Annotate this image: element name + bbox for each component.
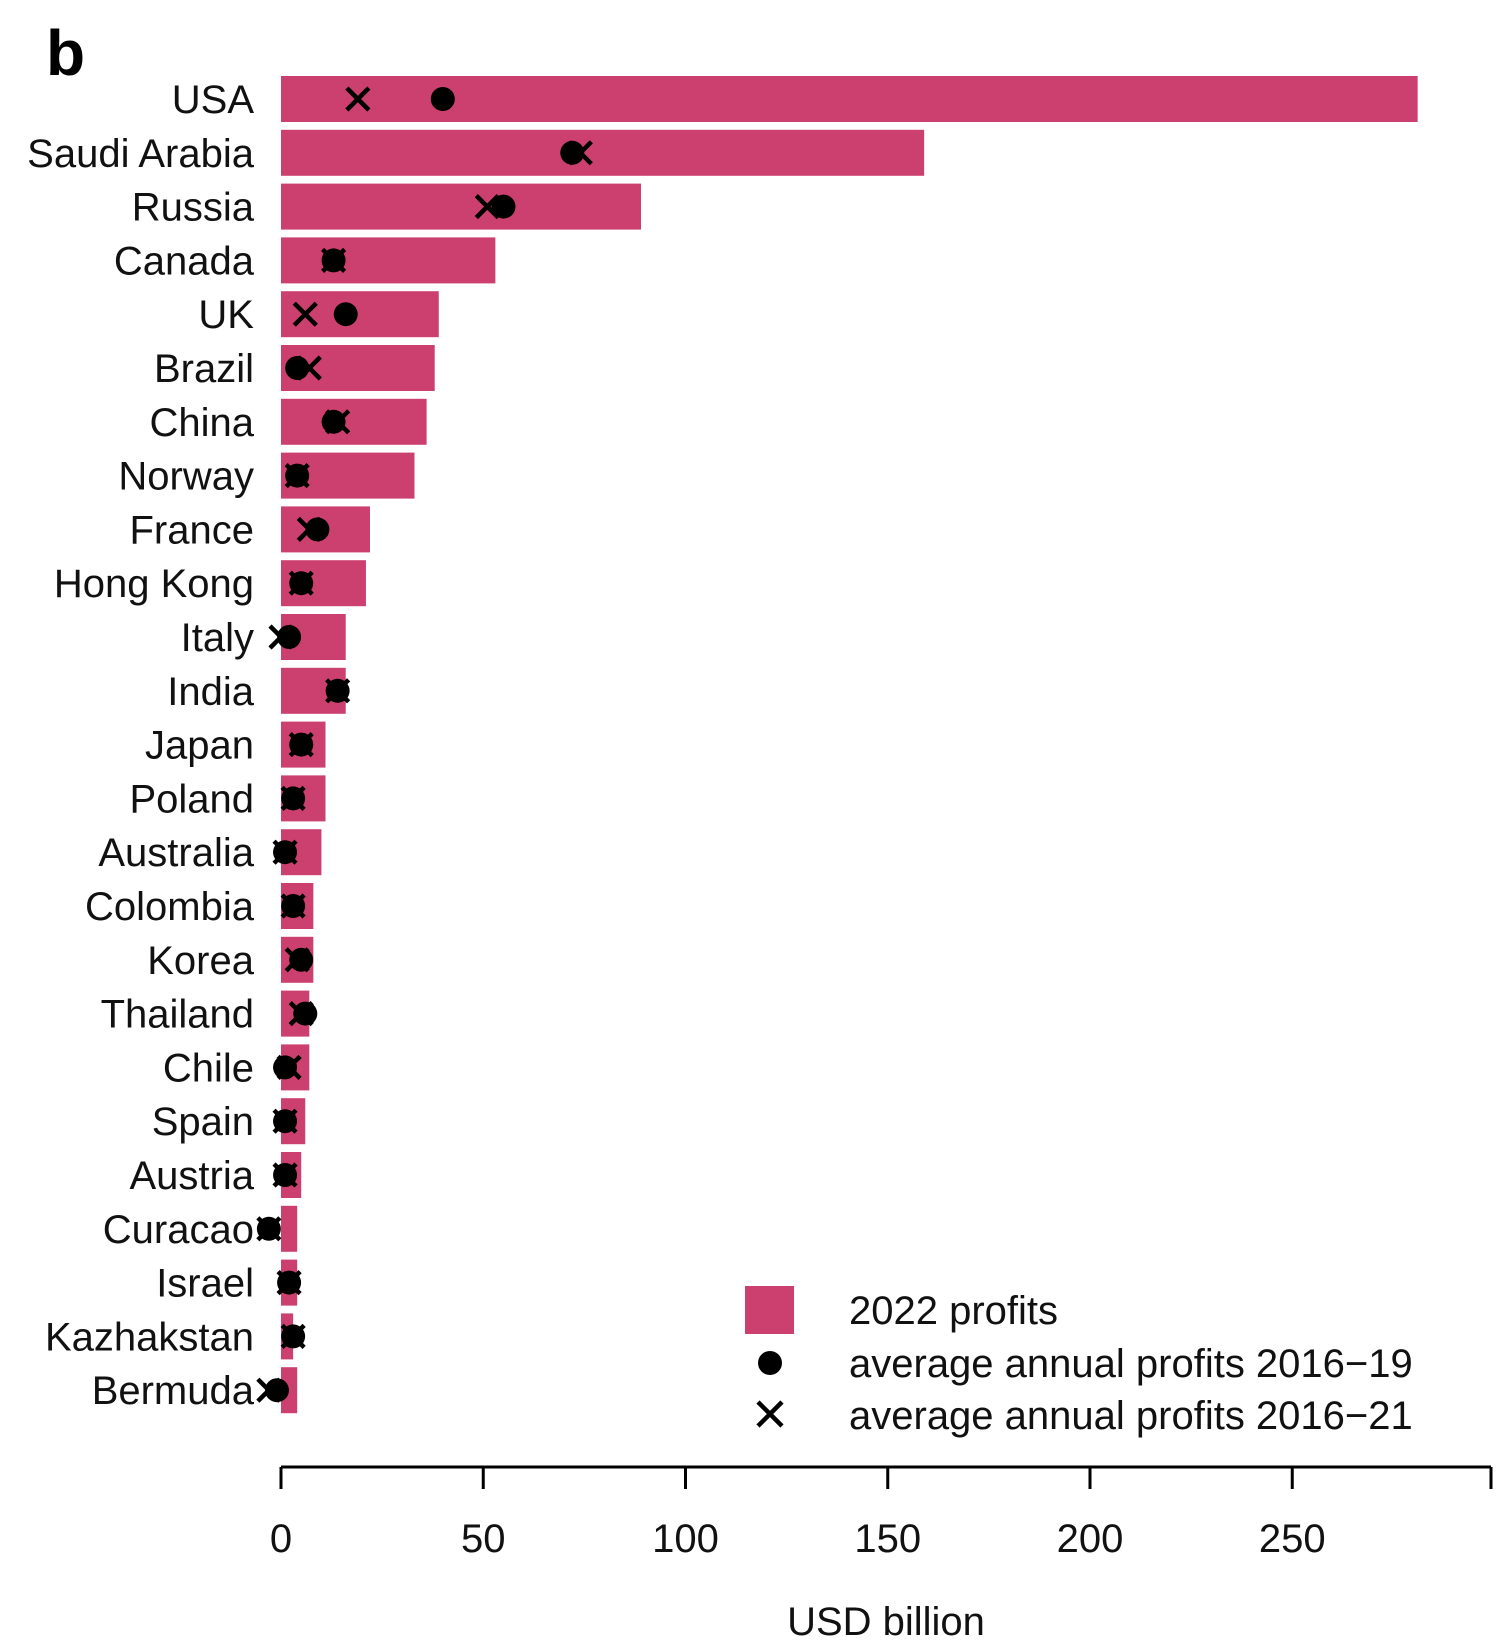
legend-cross-symbol <box>756 1400 784 1428</box>
cross-uk-stroke-b <box>292 301 318 327</box>
x-axis-title: USD billion <box>787 1600 985 1644</box>
category-label-india: India <box>167 670 254 714</box>
dot-thailand <box>293 1001 318 1026</box>
category-label-israel: Israel <box>156 1262 254 1306</box>
legend-bar-swatch <box>745 1286 794 1334</box>
category-label-brazil: Brazil <box>154 347 254 391</box>
bar-bermuda <box>281 1367 298 1414</box>
cross-usa-stroke-b <box>345 86 371 112</box>
dot-uk <box>333 302 358 327</box>
dot-russia <box>491 194 516 219</box>
bar-saudi-arabia <box>281 129 925 176</box>
legend-cross-mark-stroke-b <box>756 1400 784 1428</box>
category-label-austria: Austria <box>130 1154 255 1198</box>
dot-saudi-arabia <box>560 140 585 165</box>
dot-poland <box>281 786 306 811</box>
dot-chile <box>273 1055 298 1080</box>
dot-korea <box>289 947 314 972</box>
dot-spain <box>273 1109 298 1134</box>
x-axis: 0 50 100 150 200 250 <box>270 1465 1493 1561</box>
cross-uk <box>292 301 318 327</box>
legend-dot-symbol <box>758 1351 782 1375</box>
dot-canada <box>321 248 346 273</box>
x-tick-label-100: 100 <box>652 1517 719 1561</box>
x-tick-label-200: 200 <box>1057 1517 1124 1561</box>
dot-usa <box>430 87 455 111</box>
category-label-colombia: Colombia <box>85 885 255 929</box>
dot-france <box>305 517 330 542</box>
category-label-hong-kong: Hong Kong <box>54 562 254 606</box>
dot-kazhakstan <box>281 1324 306 1349</box>
category-label-france: France <box>130 508 255 552</box>
category-label-russia: Russia <box>132 186 255 230</box>
dot-brazil <box>285 356 310 380</box>
category-label-canada: Canada <box>114 239 255 283</box>
dot-austria <box>273 1163 298 1187</box>
bar-usa <box>281 76 1418 122</box>
dot-norway <box>285 463 310 488</box>
dot-curacao <box>256 1216 281 1241</box>
category-label-italy: Italy <box>181 616 254 660</box>
bar-canada <box>281 237 496 284</box>
legend-label-2016-21: average annual profits 2016−21 <box>849 1394 1413 1438</box>
category-label-australia: Australia <box>98 831 254 875</box>
category-label-kazhakstan: Kazhakstan <box>45 1315 254 1359</box>
legend-label-2022: 2022 profits <box>849 1289 1058 1333</box>
bar-curacao <box>281 1205 298 1252</box>
bar-russia <box>281 183 642 230</box>
dot-australia <box>273 840 298 865</box>
cross-usa <box>345 86 371 112</box>
dot-china <box>321 409 346 434</box>
markers-layer <box>256 86 593 1403</box>
category-label-spain: Spain <box>152 1100 254 1144</box>
bar-china <box>281 398 427 445</box>
legend-label-2016-19: average annual profits 2016−19 <box>849 1342 1413 1386</box>
panel-letter: b <box>46 17 85 89</box>
category-labels: USA Saudi Arabia Russia Canada UK Brazil China… <box>27 78 255 1413</box>
dot-japan <box>289 732 314 757</box>
category-label-bermuda: Bermuda <box>92 1369 255 1413</box>
category-label-uk: UK <box>198 293 254 337</box>
x-tick-label-150: 150 <box>854 1517 921 1561</box>
category-label-japan: Japan <box>145 724 254 768</box>
category-label-curacao: Curacao <box>103 1208 254 1252</box>
category-label-norway: Norway <box>118 455 254 499</box>
dot-colombia <box>281 894 306 918</box>
dot-hong-kong <box>289 571 314 596</box>
legend: 2022 profits average annual profits 2016… <box>745 1286 1413 1438</box>
x-tick-label-250: 250 <box>1259 1517 1326 1561</box>
x-tick-label-50: 50 <box>461 1517 506 1561</box>
dot-bermuda <box>264 1378 289 1403</box>
category-label-poland: Poland <box>129 777 254 821</box>
x-tick-label-0: 0 <box>270 1517 292 1561</box>
category-label-saudi-arabia: Saudi Arabia <box>27 132 255 176</box>
legend-cross-mark <box>756 1400 784 1428</box>
dot-italy <box>277 625 302 649</box>
category-label-thailand: Thailand <box>101 993 254 1037</box>
category-label-chile: Chile <box>163 1046 254 1090</box>
bars-layer <box>281 76 1418 1414</box>
category-label-korea: Korea <box>147 939 254 983</box>
dot-israel <box>277 1270 302 1295</box>
category-label-usa: USA <box>172 78 255 122</box>
category-label-china: China <box>149 401 254 445</box>
dot-india <box>325 678 350 703</box>
